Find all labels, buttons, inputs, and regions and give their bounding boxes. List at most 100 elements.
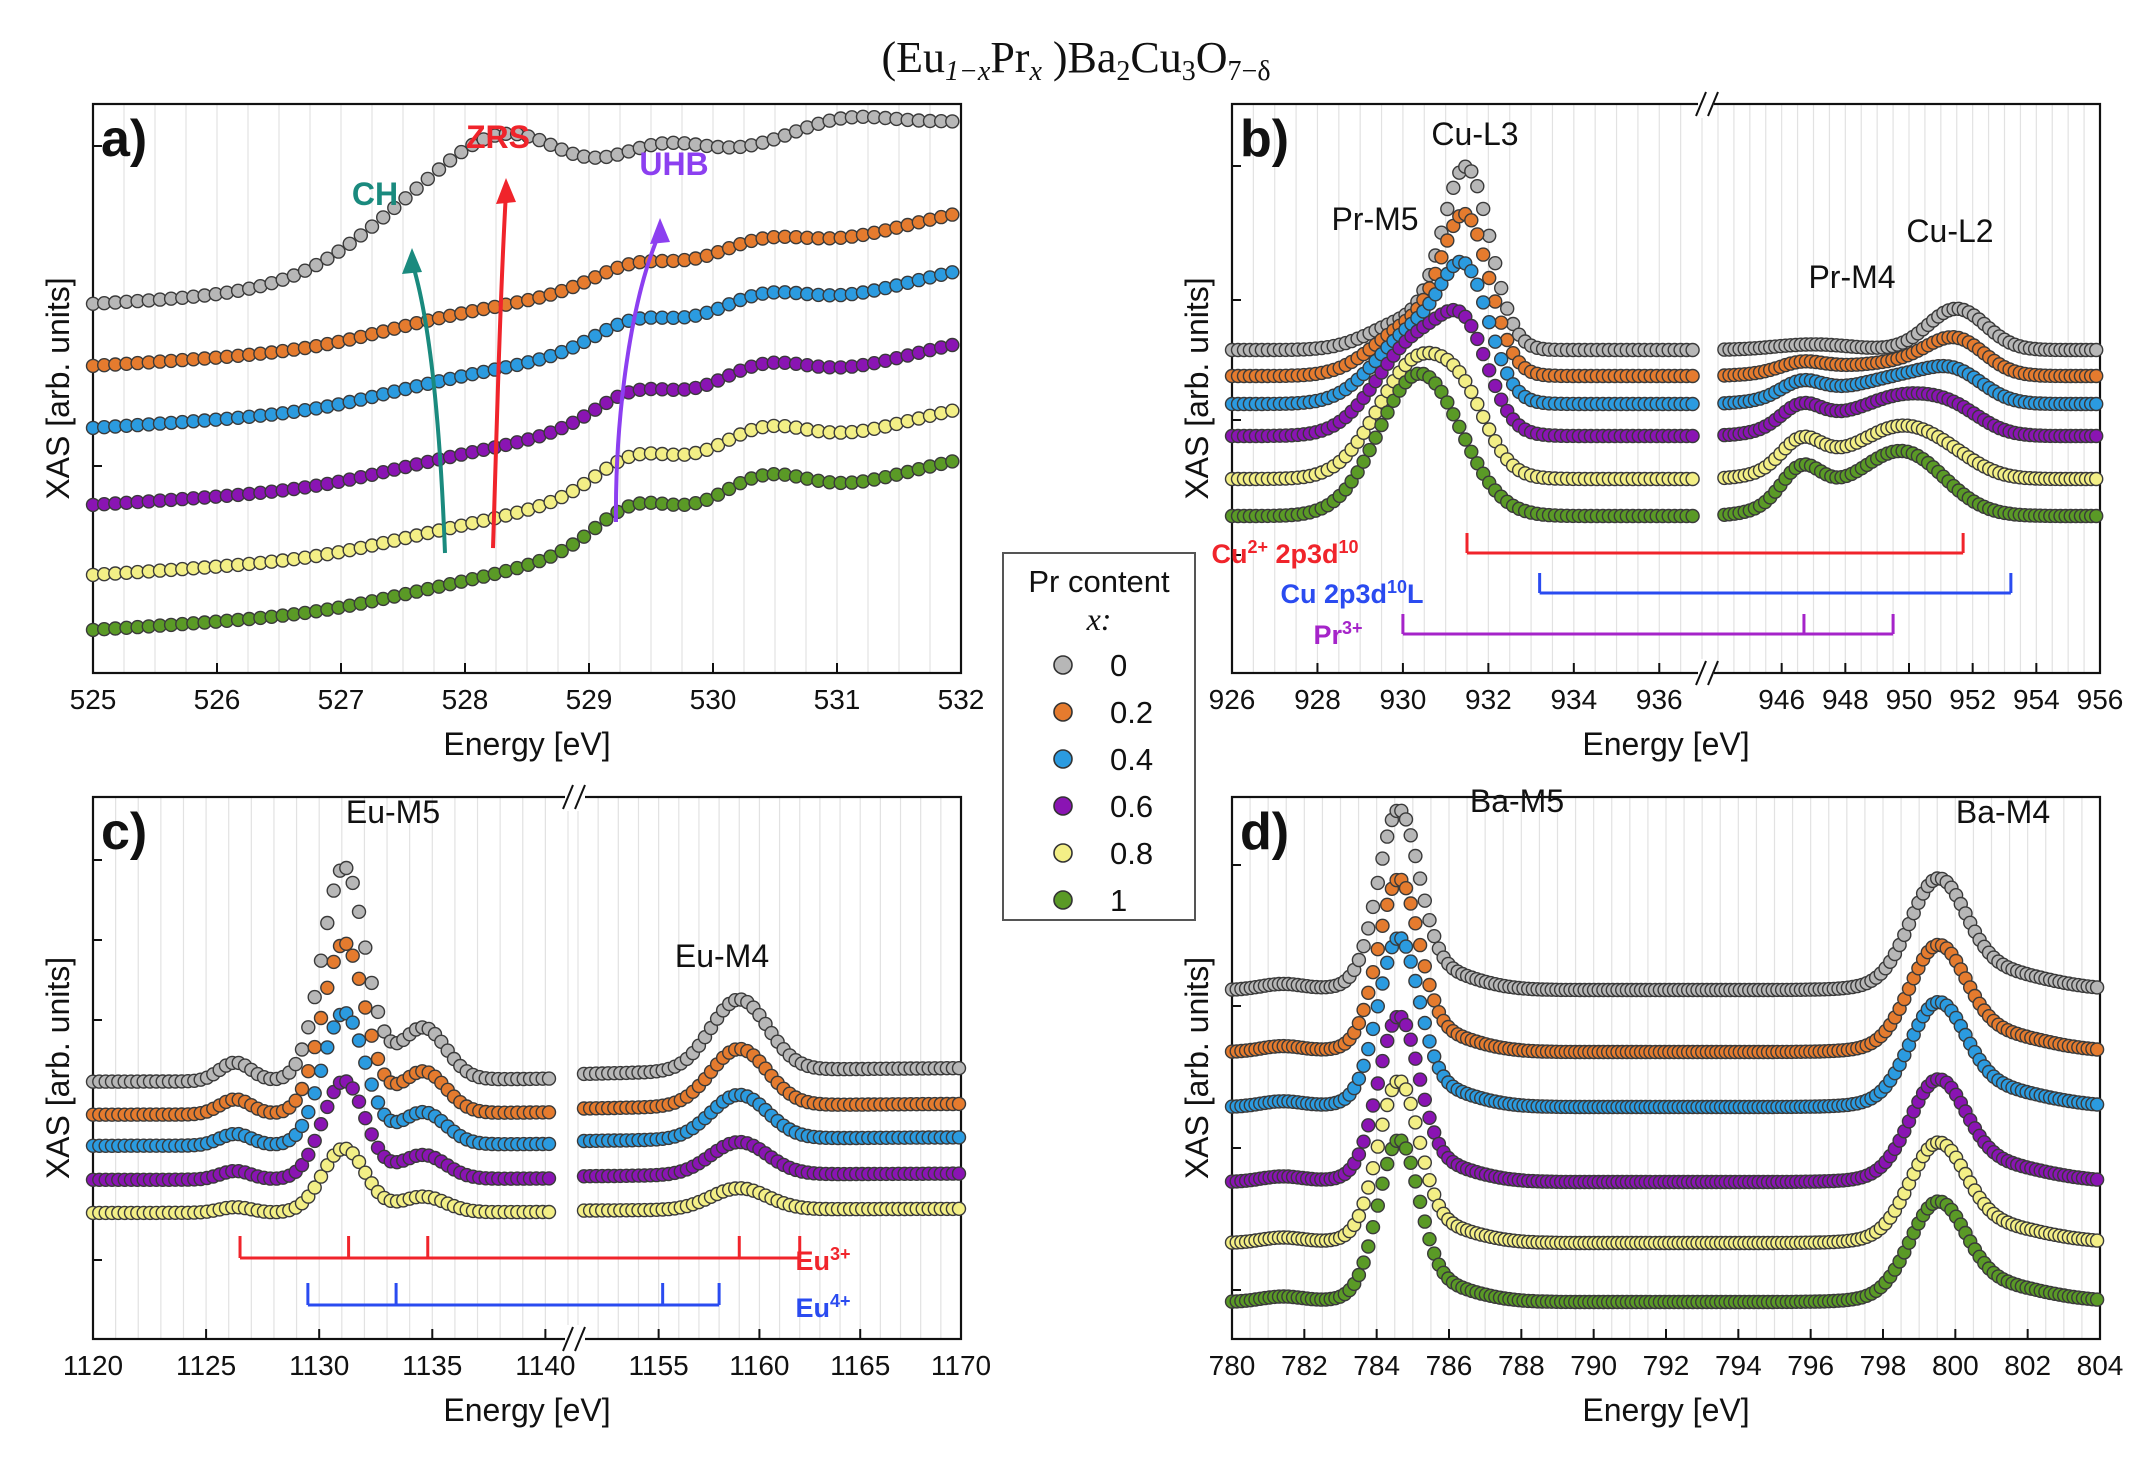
- data-point: [387, 200, 402, 216]
- data-point: [1417, 1092, 1433, 1108]
- data-point: [945, 207, 960, 222]
- data-point: [1365, 1160, 1381, 1176]
- data-series: [1224, 254, 2104, 412]
- panel-letter: a): [101, 110, 147, 168]
- data-point: [710, 487, 726, 502]
- data-point: [1403, 1032, 1418, 1047]
- data-point: [358, 1055, 373, 1070]
- data-point: [1398, 1141, 1414, 1156]
- data-point: [301, 1104, 316, 1120]
- data-point: [1408, 1051, 1423, 1066]
- data-point: [307, 989, 322, 1005]
- x-tick-label: 794: [1715, 1350, 1762, 1381]
- x-axis-label: Energy [eV]: [1582, 1392, 1749, 1428]
- axis-break-mark: [1707, 660, 1719, 686]
- legend-marker: [1053, 702, 1073, 722]
- data-point: [351, 971, 367, 986]
- data-point: [1403, 1096, 1418, 1112]
- data-point: [565, 483, 581, 499]
- data-point: [1412, 995, 1428, 1010]
- data-point: [358, 1000, 373, 1015]
- data-point: [358, 940, 373, 955]
- data-point: [951, 1096, 967, 1112]
- data-series: [85, 207, 960, 374]
- data-point: [301, 1020, 316, 1035]
- bracket-label: Pr3+: [1313, 618, 1362, 650]
- x-tick-label: 1160: [729, 1350, 789, 1381]
- data-point: [297, 263, 313, 278]
- plot-frame: [91, 102, 963, 675]
- data-point: [1481, 422, 1497, 437]
- panel-c: 1120 1125 1130 1135 1140 1155 1160 1165 1170 Ener…: [40, 783, 991, 1428]
- data-point: [1408, 1115, 1423, 1130]
- data-point: [1361, 985, 1376, 1000]
- data-point: [1422, 1110, 1437, 1126]
- legend-entry-label: 0.8: [1110, 836, 1153, 871]
- data-point: [576, 334, 592, 350]
- data-point: [313, 1116, 329, 1132]
- data-point: [588, 520, 603, 536]
- data-point: [320, 1040, 335, 1055]
- legend-entry-label: 0: [1110, 648, 1127, 683]
- data-point: [320, 980, 335, 995]
- x-tick-label: 804: [2077, 1350, 2124, 1381]
- panel-d: 780 782 784 786 788 790 792 794 796 798 800 802 804 E…: [1179, 783, 2123, 1428]
- annotation-label: UHB: [639, 146, 708, 182]
- axis-break-mark: [574, 1326, 586, 1352]
- data-point: [1370, 999, 1386, 1014]
- data-point: [1446, 180, 1461, 196]
- data-point: [1351, 1267, 1367, 1283]
- data-point: [1365, 1021, 1381, 1037]
- data-point: [2088, 396, 2104, 412]
- data-point: [1470, 227, 1485, 242]
- data-point: [370, 1051, 386, 1067]
- data-point: [1356, 939, 1371, 954]
- data-series: [85, 936, 967, 1122]
- data-point: [1356, 1255, 1371, 1270]
- arrow-head: [402, 248, 422, 274]
- data-point: [541, 1136, 557, 1152]
- bracket-label: Cu2+ 2p3d10: [1211, 537, 1358, 569]
- peak-label: Cu-L3: [1431, 116, 1518, 152]
- data-series: [1224, 803, 2105, 998]
- data-point: [1422, 1034, 1437, 1049]
- data-point: [945, 265, 960, 280]
- peak-label: Eu-M4: [675, 938, 769, 974]
- data-series: [85, 337, 960, 513]
- legend-marker: [1053, 796, 1073, 816]
- data-point: [1379, 1033, 1395, 1049]
- data-point: [364, 219, 380, 234]
- data-point: [1375, 976, 1390, 991]
- data-point: [1351, 1071, 1367, 1087]
- data-point: [1440, 395, 1455, 410]
- data-point: [1499, 301, 1515, 316]
- data-point: [945, 454, 960, 469]
- data-point: [320, 251, 335, 266]
- data-point: [1370, 942, 1386, 957]
- x-tick-label: 788: [1498, 1350, 1545, 1381]
- data-point: [1470, 178, 1485, 194]
- y-axis-label: XAS [arb. units]: [1179, 277, 1215, 499]
- data-point: [364, 1127, 379, 1142]
- bracket-label: Eu4+: [795, 1291, 850, 1323]
- axis-break-mark: [562, 784, 574, 810]
- annotation-label: ZRS: [466, 119, 530, 155]
- data-point: [1440, 233, 1455, 248]
- data-point: [376, 210, 391, 225]
- x-tick-label: 525: [70, 684, 117, 715]
- data-series: [1224, 345, 2104, 487]
- data-point: [2088, 368, 2104, 384]
- legend-marker: [1053, 749, 1073, 769]
- data-series: [85, 403, 960, 583]
- data-point: [345, 1015, 360, 1030]
- x-tick-label: 956: [2077, 684, 2124, 715]
- data-point: [1464, 318, 1479, 334]
- data-point: [554, 489, 569, 505]
- legend-marker: [1053, 890, 1073, 910]
- data-point: [1412, 1194, 1428, 1210]
- arrow-head: [496, 178, 516, 204]
- x-tick-label: 798: [1860, 1350, 1907, 1381]
- data-point: [1426, 993, 1442, 1008]
- x-tick-label: 1120: [63, 1350, 123, 1381]
